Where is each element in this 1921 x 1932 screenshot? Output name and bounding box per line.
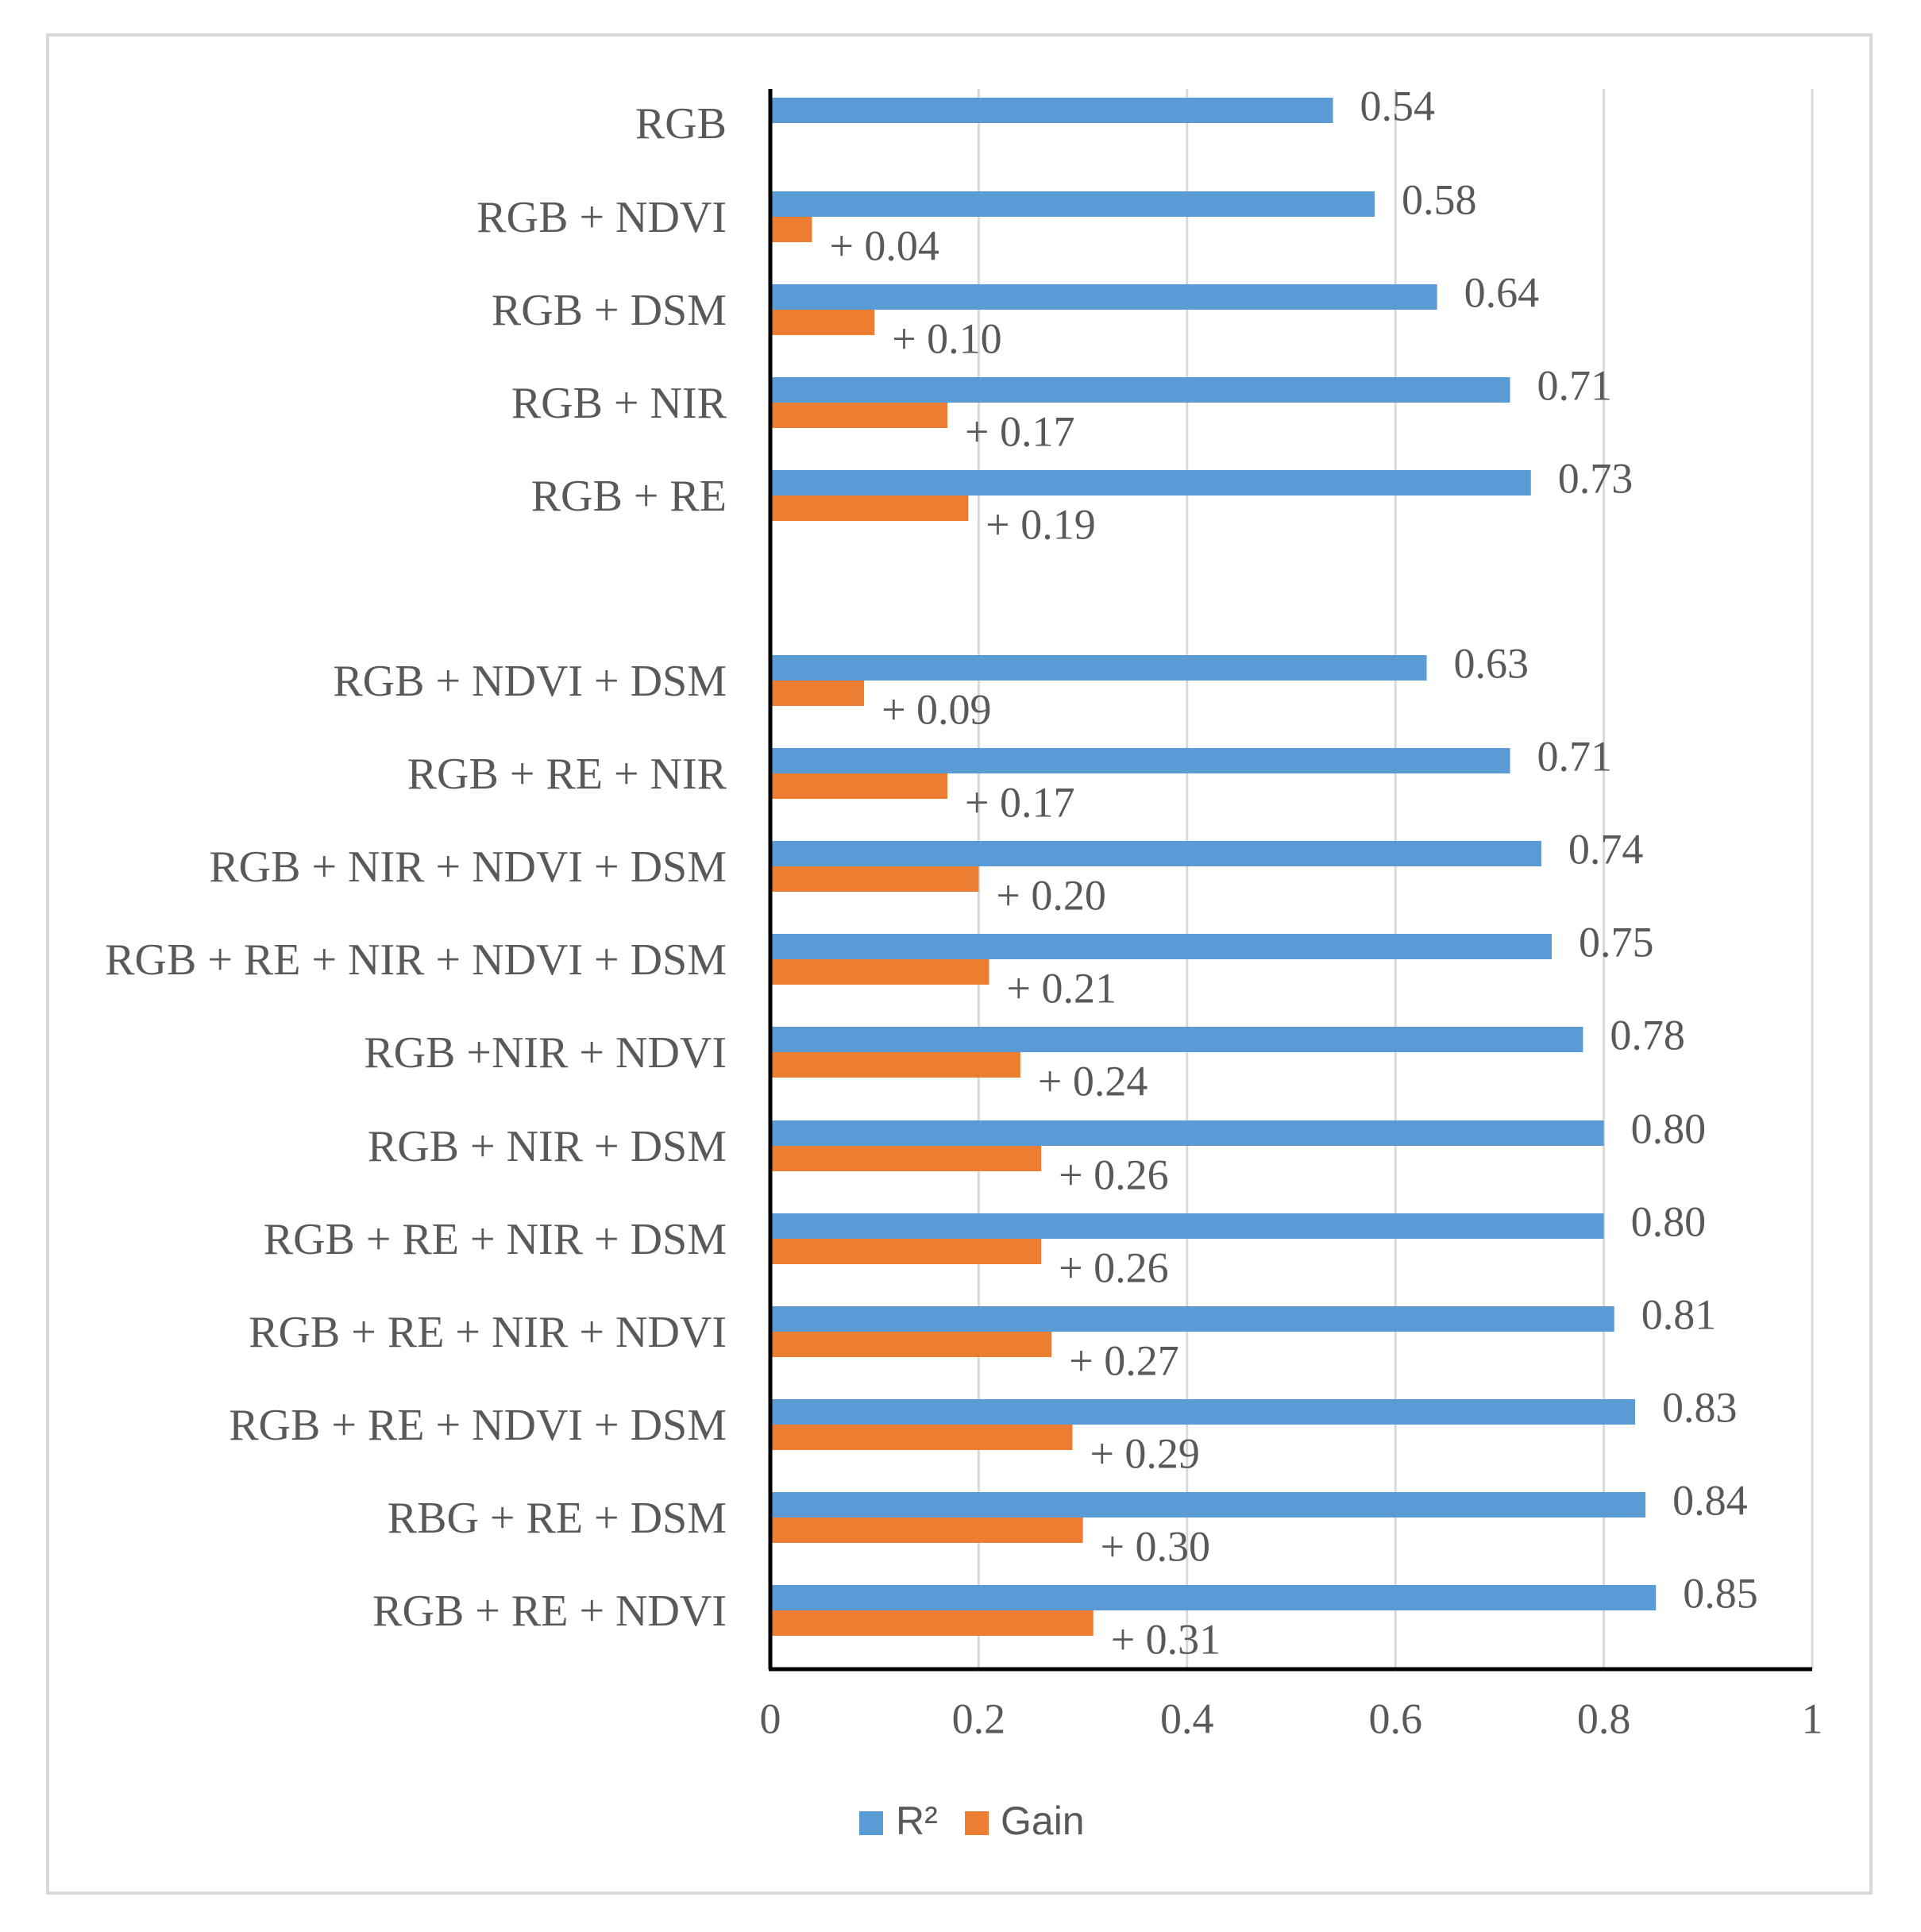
data-label-r2: 0.64 <box>1464 268 1540 316</box>
category-label: RGB + RE + NIR + DSM <box>264 1215 727 1264</box>
bar-r2 <box>770 934 1552 959</box>
bar-r2 <box>770 1399 1635 1425</box>
x-tick-label: 0.4 <box>1160 1695 1214 1742</box>
data-label-r2: 0.74 <box>1568 825 1643 873</box>
bar-gain <box>770 217 812 242</box>
data-label-gain: + 0.17 <box>965 778 1074 826</box>
category-label: RGB <box>635 99 727 148</box>
bar-r2 <box>770 1120 1604 1146</box>
bar-r2 <box>770 748 1510 773</box>
category-label: RGB + NIR + DSM <box>368 1122 727 1171</box>
category-label: RGB + NIR <box>511 379 727 428</box>
bar-gain <box>770 496 969 521</box>
bar-r2 <box>770 1027 1583 1052</box>
category-label: RGB + RE + NIR <box>407 750 727 799</box>
legend-swatch-gain <box>965 1811 989 1835</box>
data-label-r2: 0.75 <box>1579 918 1654 966</box>
data-label-r2: 0.80 <box>1631 1105 1707 1152</box>
category-label: RGB + RE + NIR + NDVI + DSM <box>105 935 727 985</box>
data-label-gain: + 0.30 <box>1101 1522 1210 1570</box>
data-label-r2: 0.80 <box>1631 1197 1707 1245</box>
category-label: RGB + NDVI + DSM <box>333 657 727 706</box>
data-label-gain: + 0.24 <box>1038 1057 1148 1105</box>
bar-r2 <box>770 377 1510 403</box>
data-label-gain: + 0.17 <box>965 407 1074 455</box>
data-label-r2: 0.58 <box>1402 175 1477 223</box>
bar-r2 <box>770 1213 1604 1239</box>
data-label-r2: 0.71 <box>1537 732 1613 780</box>
category-label: RGB +NIR + NDVI <box>364 1028 727 1078</box>
bar-gain <box>770 1146 1042 1171</box>
category-label: RGB + RE <box>531 472 727 521</box>
bar-r2 <box>770 655 1427 681</box>
data-label-r2: 0.73 <box>1558 454 1634 502</box>
bar-gain <box>770 403 948 428</box>
axes <box>768 89 1812 1672</box>
bar-r2 <box>770 191 1375 217</box>
x-tick-label: 0.6 <box>1368 1695 1422 1742</box>
data-label-r2: 0.84 <box>1672 1476 1748 1524</box>
data-label-gain: + 0.19 <box>986 500 1095 548</box>
x-tick-label: 0.8 <box>1577 1695 1631 1742</box>
category-label: RBG + RE + DSM <box>388 1494 727 1543</box>
bar-r2 <box>770 284 1437 310</box>
category-label: RGB + RE + NDVI + DSM <box>229 1401 727 1450</box>
bar-r2 <box>770 1492 1646 1517</box>
bar-r2 <box>770 98 1333 123</box>
bar-gain <box>770 1610 1094 1636</box>
bar-gain <box>770 1052 1020 1078</box>
category-label: RGB + DSM <box>492 286 727 335</box>
data-label-r2: 0.54 <box>1360 82 1435 129</box>
bar-r2 <box>770 470 1531 496</box>
bar-gain <box>770 1239 1042 1264</box>
bar-gain <box>770 310 875 335</box>
labels: 0.54 RGB 0.58 + 0.04 RGB + NDVI 0.64 + 0.10 RGB… <box>105 82 1823 1742</box>
bar-gain <box>770 959 989 985</box>
data-label-r2: 0.78 <box>1610 1011 1684 1059</box>
bar-gain <box>770 1517 1083 1543</box>
data-label-r2: 0.71 <box>1537 361 1613 409</box>
legend-label-r2: R² <box>896 1799 938 1843</box>
data-label-gain: + 0.04 <box>829 222 939 269</box>
data-label-gain: + 0.26 <box>1059 1244 1168 1291</box>
bar-r2 <box>770 1585 1657 1610</box>
bar-gain <box>770 1425 1073 1450</box>
x-tick-label: 1 <box>1802 1695 1823 1742</box>
data-label-r2: 0.85 <box>1683 1569 1758 1617</box>
category-label: RGB + NDVI <box>476 193 727 242</box>
data-label-gain: + 0.31 <box>1111 1615 1221 1663</box>
bar-gain <box>770 681 865 706</box>
category-label: RGB + RE + NIR + NDVI <box>249 1308 727 1357</box>
legend-swatch-r2 <box>859 1811 883 1835</box>
data-label-gain: + 0.20 <box>996 871 1105 919</box>
bar-r2 <box>770 1306 1614 1332</box>
bars <box>770 98 1657 1636</box>
bar-gain <box>770 1332 1052 1357</box>
data-label-gain: + 0.21 <box>1007 964 1117 1012</box>
data-label-gain: + 0.10 <box>892 314 1001 362</box>
x-tick-label: 0.2 <box>952 1695 1006 1742</box>
bar-gain <box>770 773 948 799</box>
legend: R² Gain <box>859 1799 1085 1843</box>
data-label-r2: 0.63 <box>1454 639 1529 687</box>
category-label: RGB + NIR + NDVI + DSM <box>209 843 727 892</box>
data-label-gain: + 0.29 <box>1090 1429 1199 1477</box>
data-label-gain: + 0.27 <box>1069 1336 1178 1384</box>
legend-label-gain: Gain <box>1001 1799 1085 1843</box>
x-tick-label: 0 <box>760 1695 781 1742</box>
data-label-gain: + 0.09 <box>881 685 991 733</box>
data-label-r2: 0.83 <box>1662 1383 1738 1431</box>
data-label-r2: 0.81 <box>1641 1290 1717 1338</box>
bar-gain <box>770 866 979 892</box>
category-label: RGB + RE + NDVI <box>372 1587 727 1636</box>
data-label-gain: + 0.26 <box>1059 1151 1168 1198</box>
bar-r2 <box>770 841 1541 866</box>
